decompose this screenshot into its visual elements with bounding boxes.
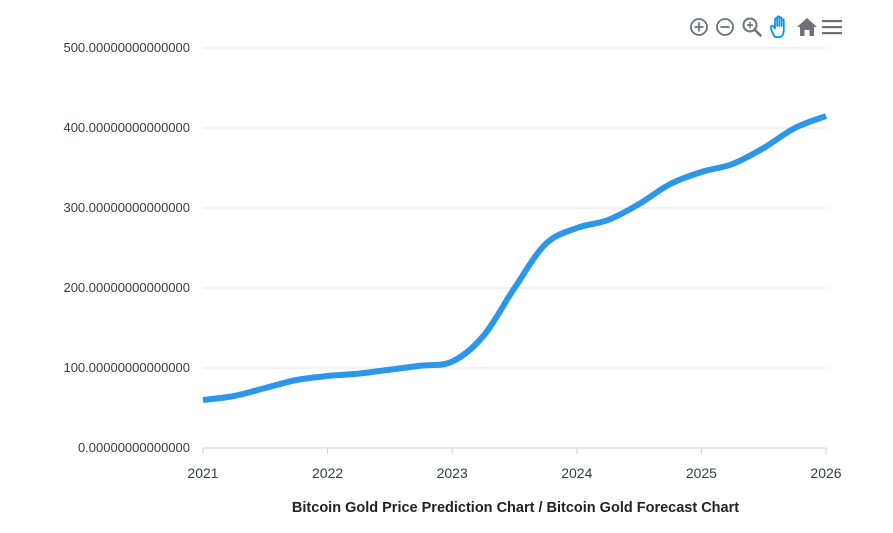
x-tick-label: 2024 [561,465,592,481]
y-tick-label: 200.00000000000000 [63,280,190,295]
y-tick-label: 300.00000000000000 [63,200,190,215]
y-tick-label: 0.00000000000000 [78,440,190,455]
zoom-in-icon[interactable] [686,15,712,39]
zoom-out-icon[interactable] [712,15,738,39]
x-tick-label: 2026 [810,465,841,481]
chart-title: Bitcoin Gold Price Prediction Chart / Bi… [291,500,740,516]
y-tick-label: 100.00000000000000 [63,360,190,375]
home-icon[interactable] [794,15,820,39]
zoom-icon[interactable] [738,15,766,39]
chart-toolbar [686,14,844,40]
y-tick-label: 400.00000000000000 [63,120,190,135]
menu-icon[interactable] [820,15,844,39]
x-tick-label: 2021 [187,465,218,481]
y-tick-label: 500.00000000000000 [63,40,190,55]
series-line [202,113,828,403]
x-tick-label: 2022 [312,465,343,481]
x-tick-label: 2025 [686,465,717,481]
x-tick-label: 2023 [437,465,468,481]
pan-hand-icon[interactable] [766,15,794,39]
